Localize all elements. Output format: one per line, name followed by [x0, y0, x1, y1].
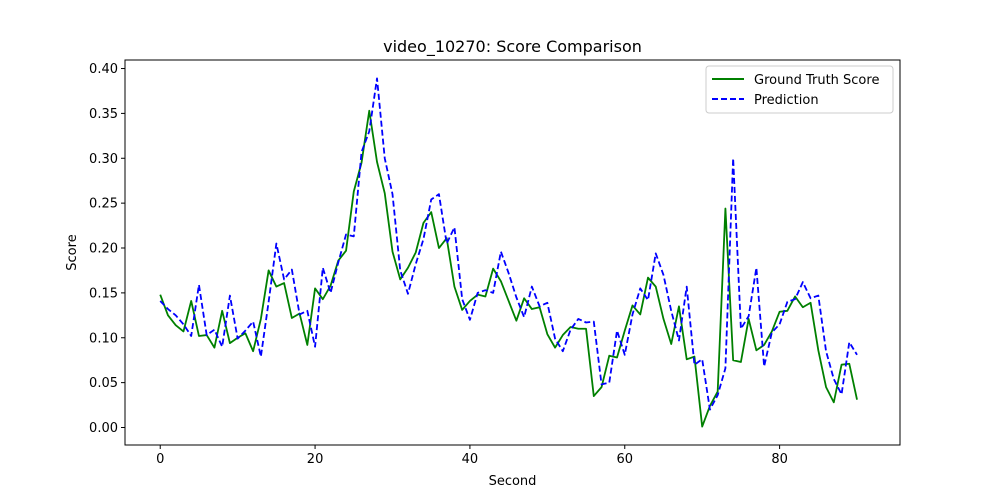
- chart-title: video_10270: Score Comparison: [383, 37, 642, 57]
- legend-label-ground-truth: Ground Truth Score: [754, 73, 879, 88]
- y-tick-label: 0.35: [89, 107, 118, 122]
- y-tick-label: 0.05: [89, 376, 118, 391]
- prediction-line: [159, 77, 858, 411]
- y-tick-label: 0.30: [89, 152, 118, 167]
- y-axis-ticks: 0.00 0.05 0.10 0.15 0.20 0.25 0.30 0.35 0.40: [89, 62, 125, 436]
- y-tick-label: 0.10: [89, 331, 118, 346]
- x-tick-label: 80: [771, 452, 788, 467]
- axes: [124, 59, 901, 446]
- y-tick-label: 0.25: [89, 197, 118, 212]
- plot-area: [159, 77, 858, 428]
- y-tick-label: 0.15: [89, 286, 118, 301]
- legend-label-prediction: Prediction: [754, 93, 819, 108]
- x-tick-label: 0: [156, 452, 164, 467]
- axes-frame: [124, 59, 901, 446]
- x-axis-ticks: 0 20 40 60 80: [156, 445, 788, 467]
- x-tick-label: 20: [307, 452, 324, 467]
- x-tick-label: 60: [616, 452, 633, 467]
- x-tick-label: 40: [462, 452, 479, 467]
- ground-truth-score-line: [159, 109, 858, 428]
- legend-box: [705, 65, 894, 114]
- legend: Ground Truth Score Prediction: [705, 65, 894, 114]
- y-tick-label: 0.00: [89, 421, 118, 436]
- y-tick-label: 0.40: [89, 62, 118, 77]
- y-tick-label: 0.20: [89, 242, 118, 257]
- y-axis-label: Score: [65, 234, 80, 270]
- x-axis-label: Second: [489, 474, 537, 489]
